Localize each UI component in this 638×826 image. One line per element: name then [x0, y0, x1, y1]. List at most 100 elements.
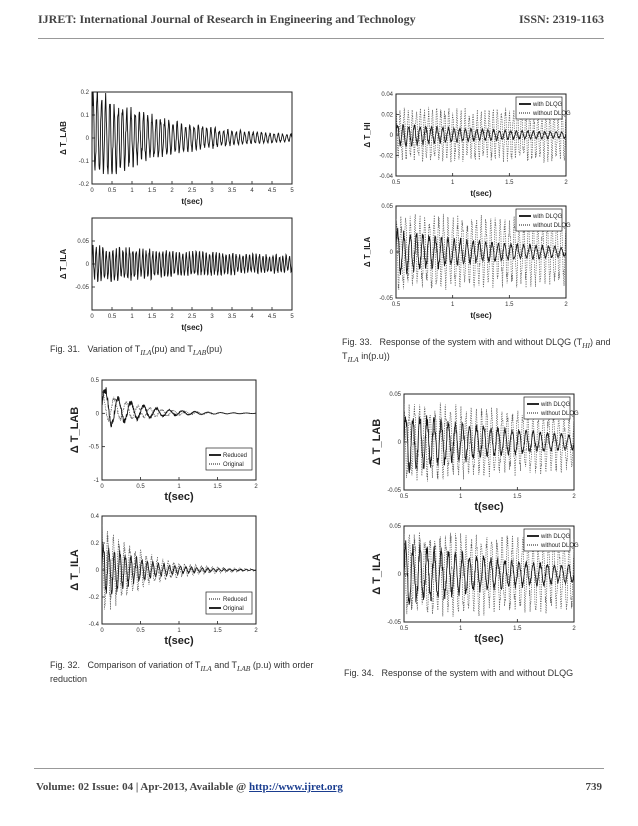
x-tick-label: 0.5	[400, 494, 409, 500]
x-tick-label: 5	[290, 188, 294, 194]
x-axis-label: t(sec)	[474, 501, 504, 513]
y-axis-label: Δ T_ILA	[363, 237, 372, 267]
caption-sub: ILA	[347, 354, 359, 364]
x-tick-label: 1	[451, 180, 455, 186]
y-tick-label: 0.05	[77, 239, 89, 245]
x-axis-label: t(sec)	[181, 197, 203, 206]
x-axis-label: t(sec)	[164, 635, 194, 647]
y-tick-label: 0	[390, 250, 394, 256]
legend-label: with DLQG	[532, 102, 563, 108]
y-tick-label: -0.2	[79, 182, 90, 188]
x-axis-label: t(sec)	[470, 189, 492, 198]
y-tick-label: -0.05	[379, 296, 393, 302]
caption-text: (pu) and T	[151, 344, 193, 354]
x-tick-label: 1.5	[505, 302, 514, 308]
x-tick-label: 1	[177, 628, 181, 634]
legend-label: Original	[223, 462, 244, 468]
chart-fig32-top: 0.50-0.5-10 0.5 1 1.5 2t(sec)Δ T_LABReducedO…	[69, 378, 258, 503]
x-tick-label: 1.5	[505, 180, 514, 186]
series-line	[396, 213, 566, 291]
y-tick-label: 0.5	[91, 378, 100, 384]
caption-sub: LAB	[237, 663, 251, 673]
series-line	[102, 391, 256, 423]
x-axis-label: t(sec)	[470, 311, 492, 320]
legend-label: without DLQG	[540, 543, 579, 549]
series-line	[92, 92, 292, 175]
legend-label: Reduced	[223, 597, 247, 603]
legend-label: without DLQG	[532, 111, 571, 117]
x-tick-label: 0.5	[392, 302, 401, 308]
y-tick-label: 0	[86, 136, 90, 142]
chart-fig31-top: 0.20.10-0.1-0.20 0.5 1 1.5 2 2.5 3 3.5 4 4.5 5t(se…	[59, 90, 294, 206]
x-tick-label: 0	[90, 188, 94, 194]
footer-link[interactable]: http://www.ijret.org	[249, 781, 343, 793]
y-tick-label: 0.4	[91, 514, 100, 520]
x-tick-label: 4	[250, 314, 254, 320]
x-tick-label: 2	[572, 626, 576, 632]
caption-fig34: Fig. 34. Response of the system with and…	[344, 668, 614, 679]
chart-fig32-bottom: 0.40.20-0.2-0.40 0.5 1 1.5 2t(sec)Δ T_ILARed…	[69, 514, 258, 647]
header-rule	[38, 38, 604, 39]
caption-fig33: Fig. 33. Response of the system with and…	[342, 337, 611, 364]
y-tick-label: 0.05	[389, 524, 401, 530]
x-tick-label: 4.5	[268, 314, 277, 320]
chart-fig34-bottom: 0.05 0 -0.050.5 1 1.5 2 t(sec) Δ T_ILA with DLQG…	[371, 524, 579, 645]
series-line	[404, 531, 574, 617]
y-tick-label: -0.4	[89, 622, 100, 628]
x-tick-label: 4	[250, 188, 254, 194]
y-tick-label: 0.1	[81, 113, 90, 119]
legend-label: without DLQG	[540, 411, 579, 417]
x-tick-label: 0	[100, 484, 104, 490]
y-tick-label: 0.2	[81, 90, 90, 96]
series-line	[102, 524, 256, 610]
x-tick-label: 0.5	[108, 188, 117, 194]
series-line	[102, 544, 256, 595]
x-tick-label: 0	[100, 628, 104, 634]
caption-text: Comparison of variation of T	[87, 660, 201, 670]
footer-volume: Volume: 02 Issue: 04 | Apr-2013, Availab…	[36, 781, 343, 793]
x-tick-label: 0.5	[108, 314, 117, 320]
chart-fig34-top: 0.05 0 -0.050.5 1 1.5 2 t(sec) Δ T_LAB with DLQG…	[371, 392, 579, 513]
series-line	[404, 402, 574, 482]
plot-frame	[91, 91, 293, 185]
caption-text: Response of the system with and without …	[379, 337, 583, 347]
y-tick-label: 0.02	[381, 113, 393, 119]
x-tick-label: 1	[459, 494, 463, 500]
page-number: 739	[585, 781, 603, 793]
x-tick-label: 1.5	[513, 626, 522, 632]
caption-sub: LAB	[192, 347, 207, 357]
page-header: IJRET: International Journal of Research…	[38, 12, 604, 42]
legend-label: with DLQG	[540, 402, 571, 408]
x-tick-label: 2.5	[188, 314, 197, 320]
series-line	[92, 244, 292, 282]
caption-text: and T	[342, 337, 611, 361]
x-tick-label: 1.5	[213, 628, 222, 634]
y-tick-label: 0.2	[91, 541, 100, 547]
x-tick-label: 1	[459, 626, 463, 632]
caption-number: Fig. 32.	[50, 660, 81, 670]
y-axis-label: Δ T_ILA	[59, 249, 68, 279]
chart-fig33-top: 0.04 0.02 0 -0.02 -0.040.5 1 1.5 2 t(sec) Δ T_HI w…	[363, 92, 571, 198]
x-tick-label: 1	[130, 314, 134, 320]
y-tick-label: 0	[96, 568, 100, 574]
y-axis-label: Δ T_LAB	[59, 121, 68, 155]
x-tick-label: 1.5	[513, 494, 522, 500]
x-tick-label: 1	[177, 484, 181, 490]
caption-text: (pu)	[206, 344, 223, 354]
x-tick-label: 1.5	[148, 188, 157, 194]
series-line	[404, 415, 574, 474]
y-tick-label: -1	[94, 478, 100, 484]
y-tick-label: -0.5	[89, 445, 100, 451]
x-axis-label: t(sec)	[181, 323, 203, 332]
x-tick-label: 4.5	[268, 188, 277, 194]
x-tick-label: 2	[170, 314, 174, 320]
y-tick-label: 0.04	[381, 92, 393, 98]
x-tick-label: 1.5	[213, 484, 222, 490]
x-tick-label: 3.5	[228, 314, 237, 320]
y-tick-label: -0.05	[75, 285, 89, 291]
y-axis-label: Δ T_ILA	[371, 553, 383, 595]
y-axis-label: Δ T_LAB	[69, 407, 81, 453]
series-line	[396, 227, 566, 275]
legend-label: without DLQG	[532, 223, 571, 229]
legend-label: with DLQG	[540, 534, 571, 540]
